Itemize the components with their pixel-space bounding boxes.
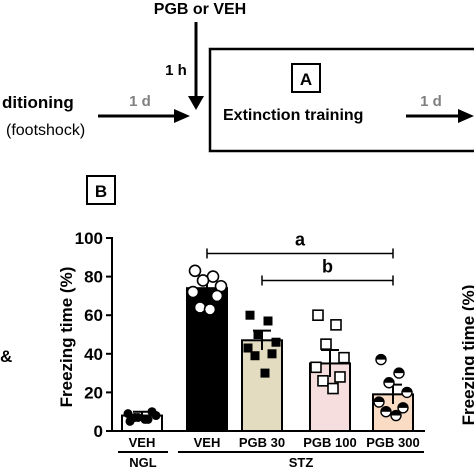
data-point bbox=[147, 407, 157, 417]
y-tick-label: 20 bbox=[84, 383, 103, 402]
data-point bbox=[317, 375, 329, 387]
y-tick-label: 80 bbox=[84, 268, 103, 287]
x-tick-label: PGB 30 bbox=[239, 435, 285, 450]
data-point bbox=[140, 414, 150, 424]
y-axis: 0 20 40 60 80 100 bbox=[75, 229, 113, 441]
y-tick-label: 0 bbox=[94, 422, 103, 441]
data-point bbox=[210, 289, 224, 303]
y-tick-label: 100 bbox=[75, 229, 103, 248]
extinction-label: Extinction training bbox=[223, 107, 363, 124]
y-tick-label: 40 bbox=[84, 345, 103, 364]
data-point bbox=[245, 310, 255, 320]
data-point-half bbox=[398, 402, 408, 408]
data-point-half bbox=[402, 387, 412, 393]
left-fragment-ampersand: & bbox=[0, 347, 12, 366]
data-point bbox=[250, 351, 260, 361]
data-point bbox=[330, 319, 342, 331]
x-tick-label: PGB 300 bbox=[366, 435, 419, 450]
data-point bbox=[196, 274, 210, 287]
significance-label: a bbox=[295, 229, 306, 249]
significance-label: b bbox=[322, 256, 333, 276]
data-point-half bbox=[394, 368, 404, 374]
data-point bbox=[334, 371, 346, 383]
panel-a-label: A bbox=[300, 70, 312, 89]
data-point bbox=[397, 402, 409, 414]
interval-1d-left: 1 d bbox=[129, 93, 151, 110]
data-point bbox=[193, 301, 207, 314]
panel-b-box bbox=[86, 175, 116, 205]
footshock-label: (footshock) bbox=[6, 122, 85, 139]
data-point bbox=[380, 406, 392, 418]
data-point-half bbox=[376, 354, 386, 360]
panel-b-label: B bbox=[95, 182, 107, 201]
data-point bbox=[123, 409, 133, 419]
data-point bbox=[243, 343, 253, 353]
data-point bbox=[383, 377, 395, 389]
data-point bbox=[271, 337, 281, 347]
group-label: STZ bbox=[289, 455, 314, 470]
x-axis: VEH VEH PGB 30 PGB 100 PGB 300 NGL STZ bbox=[112, 430, 425, 470]
data-point-half bbox=[374, 397, 384, 403]
x-tick-label: VEH bbox=[194, 435, 221, 450]
data-point bbox=[253, 330, 263, 339]
data-point bbox=[375, 353, 387, 366]
data-point bbox=[263, 316, 273, 326]
data-point bbox=[186, 285, 200, 299]
data-points bbox=[123, 264, 413, 426]
data-point bbox=[310, 361, 322, 374]
y-axis-label: Freezing time (%) bbox=[57, 267, 76, 408]
conditioning-label: ditioning bbox=[2, 93, 74, 112]
group-label: NGL bbox=[129, 455, 157, 470]
interval-1d-right: 1 d bbox=[420, 93, 442, 110]
data-point bbox=[130, 412, 140, 422]
data-point bbox=[390, 409, 402, 422]
data-point bbox=[188, 264, 202, 278]
extinction-arrow-head bbox=[458, 109, 474, 123]
data-point bbox=[338, 351, 350, 364]
drug-label: PGB or VEH bbox=[154, 1, 246, 18]
data-point-half bbox=[391, 410, 401, 416]
data-point bbox=[393, 367, 405, 379]
panel-a-box bbox=[291, 63, 321, 93]
right-fragment-axis-label: Freezing time (%) bbox=[459, 285, 474, 426]
x-tick-label: PGB 100 bbox=[303, 435, 356, 450]
data-point bbox=[401, 386, 413, 399]
data-point bbox=[260, 368, 270, 378]
x-tick-label: VEH bbox=[129, 435, 156, 450]
data-point bbox=[203, 303, 217, 316]
interval-1h: 1 h bbox=[165, 62, 187, 79]
data-point bbox=[312, 309, 324, 322]
data-point bbox=[320, 338, 332, 350]
significance-markers: ab bbox=[206, 229, 394, 286]
conditioning-arrow-head bbox=[174, 109, 190, 123]
y-tick-label: 60 bbox=[84, 306, 103, 325]
data-point bbox=[327, 382, 339, 395]
drug-arrow-head bbox=[188, 96, 204, 110]
data-point bbox=[267, 349, 277, 359]
data-point bbox=[373, 396, 385, 408]
timeline-diagram: PGB or VEH 1 h ditioning (footshock) 1 d… bbox=[2, 1, 474, 153]
data-point-half bbox=[384, 377, 394, 383]
data-point-half bbox=[381, 406, 391, 412]
extinction-box bbox=[208, 47, 474, 153]
